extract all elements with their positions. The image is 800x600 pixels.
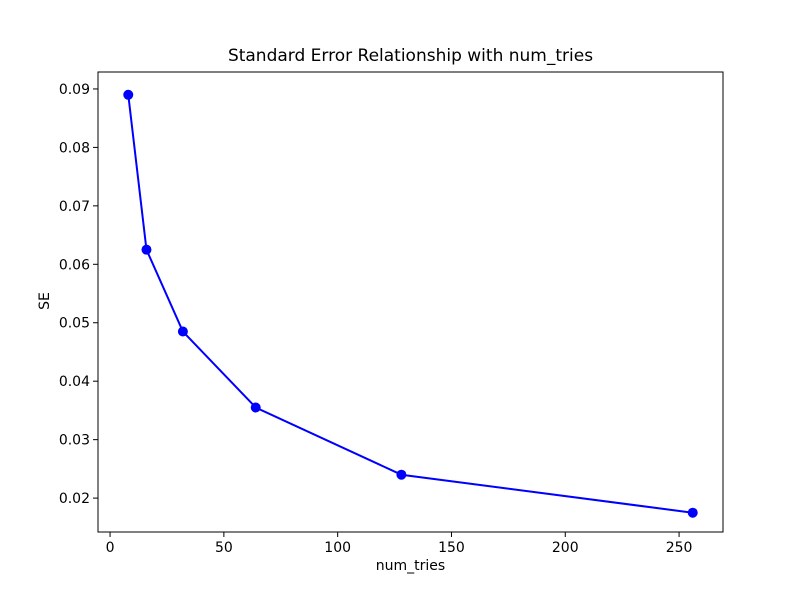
- data-line: [127, 94, 693, 514]
- x-tick-label: 250: [666, 540, 693, 556]
- data-point: [141, 244, 152, 255]
- x-tick-label: 50: [215, 540, 233, 556]
- y-tick-label: 0.08: [59, 140, 90, 156]
- x-tick-label: 100: [324, 540, 351, 556]
- x-axis-label: num_tries: [375, 558, 446, 574]
- x-tick-label: 0: [106, 540, 115, 556]
- data-point: [123, 89, 134, 100]
- y-tick-label: 0.02: [59, 491, 90, 507]
- chart-title: Standard Error Relationship with num_tri…: [227, 46, 594, 66]
- y-tick-label: 0.07: [59, 199, 90, 215]
- data-point: [250, 402, 261, 413]
- y-tick-label: 0.09: [59, 82, 90, 98]
- y-tick-label: 0.05: [59, 316, 90, 332]
- y-tick-label: 0.04: [59, 374, 90, 390]
- data-point: [396, 469, 407, 480]
- x-tick-label: 200: [552, 540, 579, 556]
- y-tick-label: 0.06: [59, 257, 90, 273]
- y-tick-label: 0.03: [59, 433, 90, 449]
- x-tick-label: 150: [438, 540, 465, 556]
- data-point: [687, 507, 698, 518]
- plot-spines: [97, 71, 724, 533]
- y-axis-label: SE: [37, 292, 53, 310]
- data-point: [177, 326, 188, 337]
